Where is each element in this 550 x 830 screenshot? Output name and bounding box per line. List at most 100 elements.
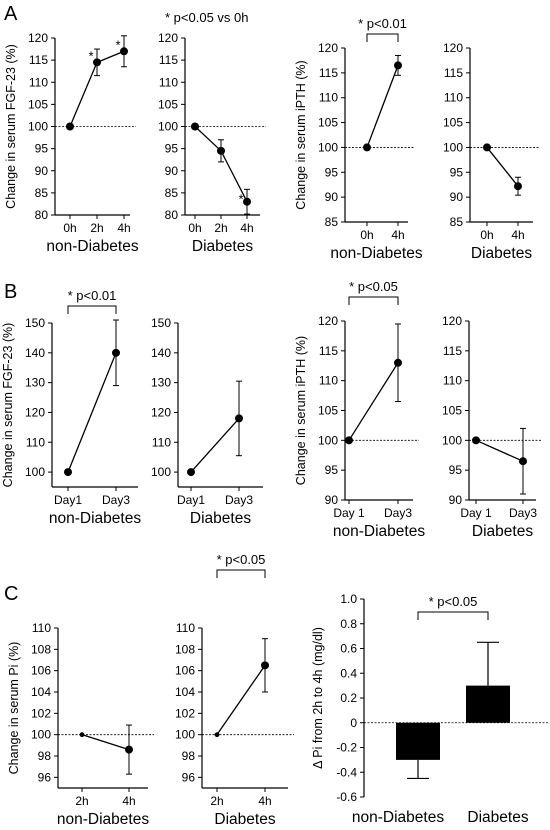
significance-label: * p<0.05 xyxy=(217,552,266,567)
data-point xyxy=(345,436,353,445)
data-point xyxy=(214,732,220,738)
y-tick-label: 1.0 xyxy=(340,592,357,606)
data-point xyxy=(243,197,251,206)
x-tick-label: Day1 xyxy=(177,493,205,507)
series-line xyxy=(81,734,130,751)
y-tick-label: 115 xyxy=(443,344,462,358)
y-tick-label: 90 xyxy=(325,190,339,204)
significance-label: * p<0.05 xyxy=(349,279,398,294)
y-tick-label: 105 xyxy=(318,116,338,130)
y-tick-label: 90 xyxy=(325,493,339,507)
y-tick-label: 110 xyxy=(29,75,48,89)
y-tick-label: 100 xyxy=(28,120,48,134)
y-tick-label: 0.8 xyxy=(340,617,357,631)
chart-a4: 85 90 95 100 105 110 115 120 0h 4h Diabetes xyxy=(443,41,539,262)
x-tick-label: Day3 xyxy=(509,506,537,520)
y-tick-label: 95 xyxy=(449,463,463,477)
x-tick-label: Day3 xyxy=(102,493,130,507)
series-line xyxy=(486,147,519,187)
x-tick-label: 4h xyxy=(117,221,130,235)
y-tick-label: 100 xyxy=(25,465,45,479)
y-tick-label: 110 xyxy=(319,91,338,105)
x-tick-label: 4h xyxy=(258,794,271,808)
x-tick-label: 0h xyxy=(360,228,373,242)
data-point xyxy=(519,457,527,466)
y-tick-label: 98 xyxy=(182,749,196,763)
y-tick-label: 110 xyxy=(159,75,178,89)
chart-c2: 96 98 100 102 104 106 108 110 2h 4h Diabetes * p<0.… xyxy=(175,552,294,828)
significance-label: * p<0.01 xyxy=(68,288,117,303)
x-axis-label: non-Diabetes xyxy=(57,811,149,828)
x-tick-label: 0h xyxy=(63,221,76,235)
series-line xyxy=(366,65,399,148)
chart-a3: 85 90 95 100 105 110 115 120 0h 4h non-Diabetes Cha… xyxy=(294,16,423,262)
significance-bracket xyxy=(67,305,117,314)
y-tick-label: 105 xyxy=(28,97,48,111)
series-line xyxy=(348,362,399,441)
y-tick-label: -0.6 xyxy=(336,790,357,804)
charts: 80 85 90 95 100 105 110 115 120 0h 2h 4h * * non-Diabe… xyxy=(1,16,548,828)
x-axis-label: Diabetes xyxy=(190,510,251,527)
data-point xyxy=(112,348,120,357)
y-tick-label: 100 xyxy=(158,120,178,134)
y-tick-label: 110 xyxy=(152,435,171,449)
data-point xyxy=(79,732,85,738)
y-tick-label: 100 xyxy=(442,433,462,447)
chart-b2: 100 110 120 130 140 150 Day1 Day3 Diabetes xyxy=(151,316,263,527)
series-line xyxy=(475,439,524,462)
y-tick-label: 96 xyxy=(38,770,52,784)
x-axis-label: non-Diabetes xyxy=(330,245,422,262)
significance-star: * xyxy=(238,192,243,207)
x-axis-label: Diabetes xyxy=(472,523,533,540)
y-tick-label: 150 xyxy=(151,316,171,330)
bar xyxy=(466,685,510,723)
data-point xyxy=(261,661,269,670)
y-tick-label: 110 xyxy=(444,91,463,105)
x-tick-label: 0h xyxy=(480,228,493,242)
y-tick-label: 140 xyxy=(25,346,45,360)
y-tick-label: 80 xyxy=(165,208,179,222)
y-axis-label: Change in serum iPTH (%) xyxy=(294,336,308,485)
chart-a1: 80 85 90 95 100 105 110 115 120 0h 2h 4h * * non-Diabe… xyxy=(4,31,139,255)
chart-b1: 100 110 120 130 140 150 Day1 Day3 non-Diabetes Ch… xyxy=(1,288,141,527)
chart-c3: -0.6 -0.4 -0.2 0 0.2 0.4 0.6 0.8 1.0 non-Diabetes… xyxy=(311,592,548,826)
data-point xyxy=(191,122,199,131)
y-tick-label: 90 xyxy=(35,164,49,178)
y-tick-label: 0.4 xyxy=(340,666,357,680)
significance-bracket xyxy=(348,296,399,305)
y-tick-label: 150 xyxy=(25,316,45,330)
data-point xyxy=(363,143,371,152)
bar xyxy=(396,722,440,760)
y-tick-label: 100 xyxy=(151,465,171,479)
y-tick-label: 100 xyxy=(443,140,463,154)
x-category-label: Diabetes xyxy=(467,809,528,826)
y-tick-label: 115 xyxy=(319,344,338,358)
y-tick-label: 110 xyxy=(32,621,51,635)
significance-star: * xyxy=(115,37,120,52)
x-tick-label: 4h xyxy=(122,794,135,808)
y-tick-label: 85 xyxy=(165,186,179,200)
significance-label: * p<0.01 xyxy=(358,16,407,31)
y-tick-label: 130 xyxy=(25,376,45,390)
y-tick-label: 105 xyxy=(443,116,463,130)
y-tick-label: 104 xyxy=(175,685,195,699)
chart-a2: 80 85 90 95 100 105 110 115 120 0h 2h 4h * Diabetes xyxy=(158,31,266,255)
data-point xyxy=(66,122,74,131)
y-axis-label: Change in serum iPTH (%) xyxy=(294,60,308,209)
series-line xyxy=(67,352,117,473)
x-tick-label: 4h xyxy=(391,228,404,242)
y-tick-label: 106 xyxy=(175,664,195,678)
x-tick-label: 2h xyxy=(214,221,227,235)
y-tick-label: 120 xyxy=(443,41,463,55)
y-tick-label: 115 xyxy=(319,66,338,80)
y-tick-label: -0.4 xyxy=(336,765,357,779)
x-tick-label: 4h xyxy=(240,221,253,235)
panel-label-c: C xyxy=(4,583,18,605)
y-tick-label: 80 xyxy=(35,208,49,222)
x-category-label: non-Diabetes xyxy=(352,809,444,826)
y-tick-label: 120 xyxy=(158,31,178,45)
chart-c1: 96 98 100 102 104 106 108 110 2h 4h non-Diabetes Ch… xyxy=(7,621,154,828)
y-tick-label: 90 xyxy=(449,493,463,507)
y-tick-label: 120 xyxy=(28,31,48,45)
